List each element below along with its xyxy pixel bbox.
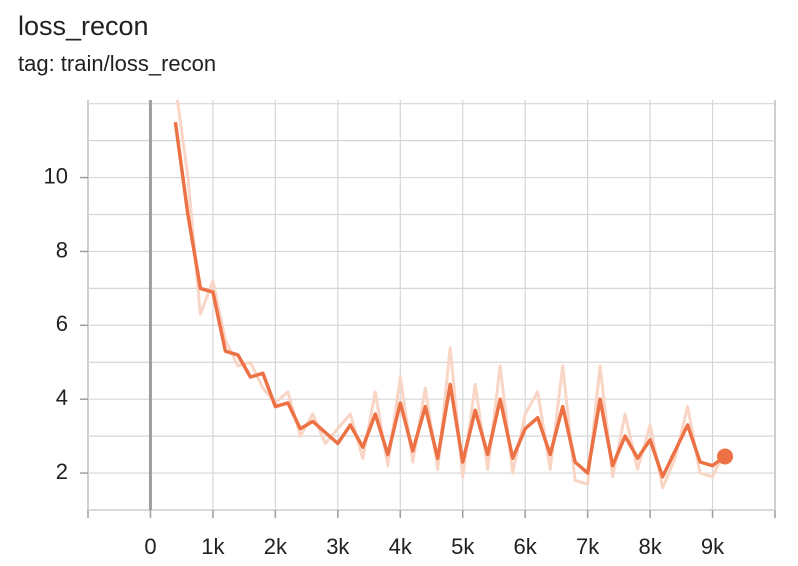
series-line xyxy=(173,121,727,479)
x-tick-label: 1k xyxy=(201,534,225,559)
y-tick-label: 2 xyxy=(56,459,68,484)
x-tick-label: 4k xyxy=(389,534,413,559)
grid xyxy=(80,100,776,518)
x-tick-label: 8k xyxy=(638,534,662,559)
plot-area xyxy=(173,100,734,490)
y-tick-label: 8 xyxy=(56,237,68,262)
x-tick-label: 2k xyxy=(264,534,288,559)
x-tick-label: 6k xyxy=(514,534,538,559)
series-line xyxy=(175,100,727,490)
axis-labels: 2 4 6 8 10 0 1k 2k 3k 4k 5k 6k 7k 8k 9k xyxy=(44,163,726,558)
chart-subtitle: tag: train/loss_recon xyxy=(18,51,216,76)
y-tick-label: 10 xyxy=(44,163,68,188)
x-tick-label: 0 xyxy=(144,534,156,559)
y-tick-label: 4 xyxy=(56,385,68,410)
x-tick-label: 3k xyxy=(326,534,350,559)
y-tick-label: 6 xyxy=(56,311,68,336)
x-tick-label: 9k xyxy=(701,534,725,559)
x-tick-label: 5k xyxy=(451,534,475,559)
end-marker xyxy=(717,448,734,465)
chart-title: loss_recon xyxy=(18,11,149,41)
x-tick-label: 7k xyxy=(576,534,600,559)
